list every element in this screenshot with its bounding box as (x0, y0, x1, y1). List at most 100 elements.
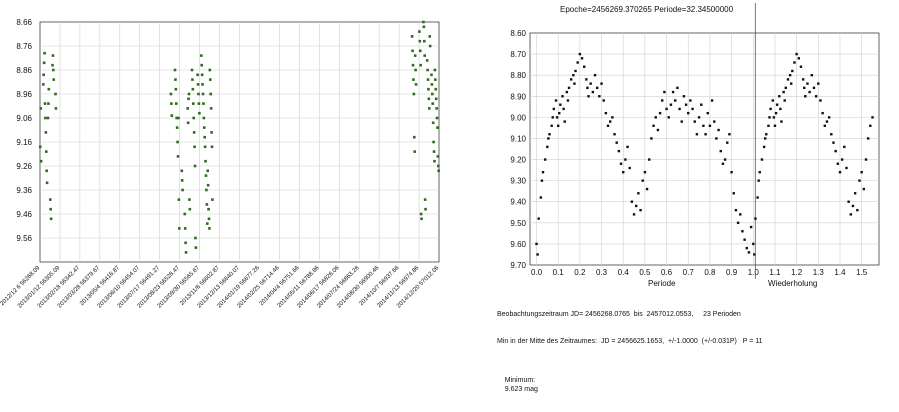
left-data-point (38, 145, 42, 149)
left-data-point (412, 78, 415, 81)
right-x-tick-label: 1.5 (856, 268, 868, 277)
left-light-curve-chart: 8.66 8.76 8.86 8.96 9.06 9.16 9.26 9.36 9.46 9.56… (0, 18, 441, 310)
right-data-point (743, 238, 746, 241)
left-data-point (207, 217, 211, 221)
right-data-point (566, 99, 570, 102)
left-y-tick-label: 9.26 (16, 162, 32, 171)
right-data-point (840, 158, 844, 161)
right-data-point (723, 158, 727, 161)
left-y-tick-label: 9.46 (16, 210, 32, 219)
left-data-point (436, 126, 439, 129)
right-data-point (693, 120, 696, 123)
right-data-point (576, 61, 579, 64)
right-x-tick-label: 0.6 (661, 268, 673, 277)
right-data-point (832, 141, 835, 144)
right-data-point (765, 133, 768, 136)
left-data-point (175, 126, 179, 129)
right-x-tick-label: 0.5 (639, 268, 651, 277)
left-data-point (194, 246, 198, 249)
right-data-point (823, 124, 827, 127)
right-y-tick-label: 9.40 (510, 198, 526, 207)
right-data-point (578, 52, 582, 56)
left-data-point (411, 63, 415, 67)
right-data-point (784, 86, 787, 90)
left-data-point (422, 39, 426, 43)
left-data-point (431, 102, 435, 105)
right-data-point (602, 99, 605, 102)
right-x-tick-label: 1.2 (791, 268, 803, 277)
right-x-tick-label: 1.3 (813, 268, 825, 277)
right-data-point (853, 192, 857, 195)
right-data-point (580, 57, 584, 60)
left-data-point (428, 44, 432, 48)
right-data-point (593, 73, 597, 77)
left-data-point (170, 102, 173, 105)
right-data-point (812, 86, 816, 90)
right-data-point (843, 145, 846, 149)
left-data-point (413, 150, 417, 153)
left-data-point (188, 207, 192, 211)
right-data-point (632, 213, 636, 216)
right-data-point (717, 128, 720, 132)
left-data-point (208, 68, 212, 72)
left-data-point (413, 54, 417, 57)
right-data-point (555, 116, 559, 119)
left-data-point (423, 54, 427, 57)
footer-info: Beobachtungszeitraum JD= 2456268.0765 bi… (497, 292, 763, 412)
left-data-point (181, 188, 184, 192)
right-data-point (745, 246, 748, 250)
right-x-tick-label: 0.7 (683, 268, 695, 277)
left-data-point (169, 92, 173, 96)
right-data-point (862, 187, 866, 191)
right-data-point (572, 73, 575, 77)
right-data-point (801, 78, 805, 81)
right-data-point (704, 133, 707, 136)
left-data-point (42, 83, 45, 86)
left-data-point (42, 73, 46, 77)
right-x-tick-label: 0.9 (726, 268, 738, 277)
left-data-point (43, 51, 46, 55)
right-data-point (558, 111, 561, 115)
right-data-point (537, 217, 540, 220)
right-data-point (851, 204, 855, 208)
right-data-point (656, 128, 660, 132)
left-data-point (52, 68, 55, 72)
left-data-point (433, 68, 437, 72)
right-data-point (814, 95, 818, 98)
left-data-point (176, 155, 180, 158)
left-data-point (194, 236, 197, 240)
left-data-point (206, 183, 210, 187)
right-data-point (671, 90, 675, 94)
right-data-point (769, 107, 772, 111)
right-data-point (546, 145, 549, 149)
right-data-point (637, 192, 640, 195)
right-data-point (819, 99, 822, 102)
right-data-point (573, 82, 576, 85)
right-data-point (739, 213, 742, 216)
right-data-point (706, 111, 709, 115)
right-data-point (574, 69, 577, 73)
left-data-point (42, 61, 46, 65)
left-data-point (187, 92, 191, 96)
right-data-point (554, 99, 558, 102)
right-data-point (838, 171, 842, 174)
right-data-point (598, 95, 601, 98)
left-data-point (207, 207, 210, 211)
left-data-point (410, 35, 414, 38)
right-data-point (684, 103, 688, 106)
right-data-point (680, 120, 683, 123)
right-y-tick-label: 9.20 (510, 156, 526, 165)
right-data-point (749, 225, 753, 229)
left-y-tick-label: 9.16 (16, 138, 32, 147)
left-data-point (203, 145, 207, 149)
right-y-tick-label: 9.30 (510, 177, 526, 186)
page-canvas: 8.66 8.76 8.86 8.96 9.06 9.16 9.26 9.36 9.46 9.56… (0, 3, 880, 310)
left-data-point (426, 78, 430, 81)
left-data-point (204, 174, 208, 177)
right-data-point (648, 158, 651, 161)
left-data-point (428, 107, 431, 110)
right-y-tick-label: 8.90 (510, 92, 526, 101)
right-data-point (825, 120, 829, 123)
right-data-point (635, 204, 638, 208)
right-data-point (788, 73, 792, 77)
